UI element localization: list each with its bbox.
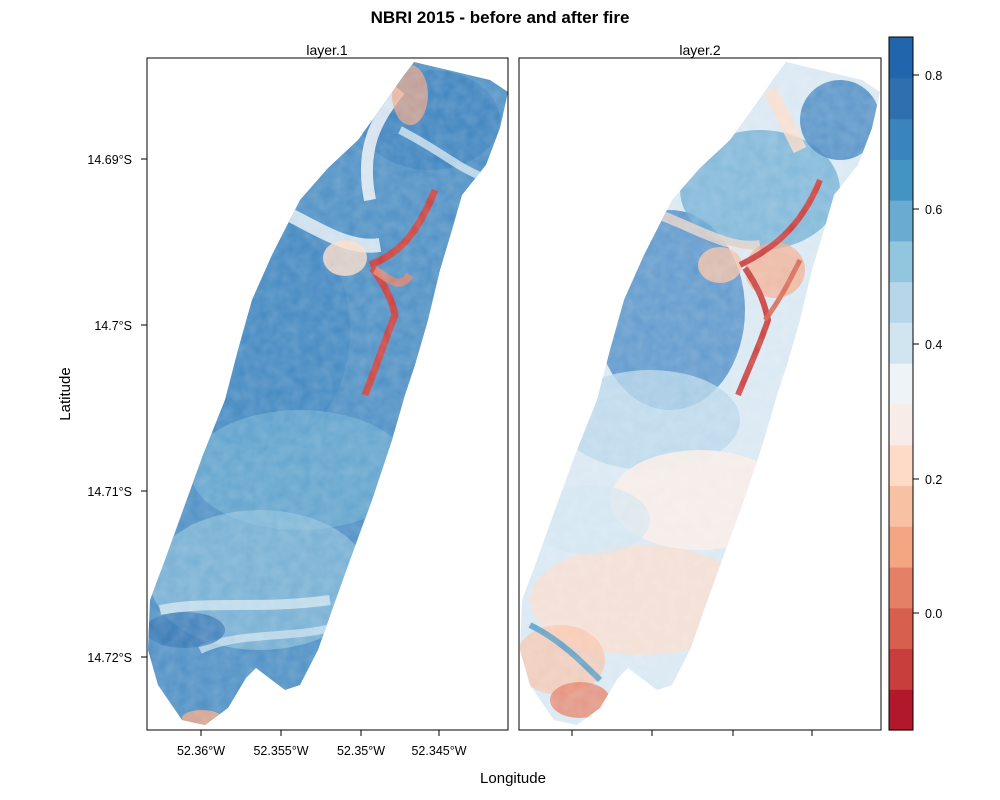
x-tick-label: 52.35°W: [337, 744, 385, 758]
panel-frame-left: [146, 57, 509, 731]
colorbar-band: [889, 240, 913, 283]
colorbar-band: [889, 281, 913, 323]
y-axis: 14.69°S 14.7°S 14.71°S 14.72°S: [87, 153, 147, 665]
colorbar-band: [889, 363, 913, 405]
colorbar-band: [889, 607, 913, 650]
colorbar-band: [889, 159, 913, 201]
y-tick-label: 14.69°S: [87, 153, 132, 167]
y-tick-label: 14.72°S: [87, 651, 132, 665]
colorbar-tick-label: 0.6: [925, 203, 942, 217]
colorbar-band: [889, 77, 913, 120]
colorbar-band: [889, 403, 913, 446]
colorbar-band: [889, 322, 913, 364]
raster-texture: [148, 62, 508, 725]
x-tick-label: 52.36°W: [177, 744, 225, 758]
colorbar-band: [889, 689, 913, 731]
colorbar-tick-label: 0.2: [925, 473, 942, 487]
x-tick-label: 52.355°W: [253, 744, 308, 758]
colorbar-band: [889, 526, 913, 568]
colorbar-band: [889, 485, 913, 527]
x-tick-label: 52.345°W: [411, 744, 466, 758]
panel-strip-layer2: layer.2: [679, 42, 720, 58]
panel-after-fire: [518, 57, 882, 731]
colorbar-tick-label: 0.4: [925, 338, 942, 352]
y-axis-title: Latitude: [57, 367, 74, 420]
colorbar-band: [889, 444, 913, 487]
colorbar-tick-label: 0.8: [925, 69, 942, 83]
colorbar-band: [889, 200, 913, 242]
colorbar-band: [889, 566, 913, 609]
raster-texture: [520, 62, 880, 725]
x-axis-title: Longitude: [480, 770, 546, 787]
panel-frame-right: [518, 57, 882, 731]
y-tick-label: 14.7°S: [94, 319, 132, 333]
colorbar-frame: [888, 36, 914, 731]
colorbar: 0.8 0.6 0.4 0.2 0.0: [888, 36, 942, 731]
colorbar-tick-label: 0.0: [925, 607, 942, 621]
colorbar-band: [889, 118, 913, 160]
chart-title: NBRI 2015 - before and after fire: [371, 8, 630, 27]
x-axis: 52.36°W 52.355°W 52.35°W 52.345°W: [177, 730, 813, 758]
y-tick-label: 14.71°S: [87, 485, 132, 499]
panel-strip-layer1: layer.1: [306, 42, 347, 58]
colorbar-band: [889, 37, 913, 79]
colorbar-band: [889, 648, 913, 690]
panel-before-fire: [146, 57, 509, 731]
